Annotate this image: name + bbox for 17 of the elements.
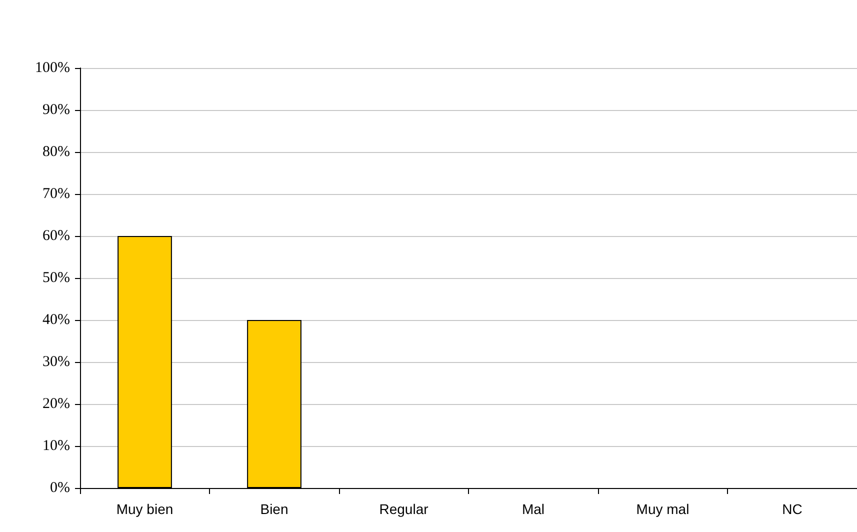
y-tick-label: 70% <box>42 186 70 202</box>
y-tick-label: 60% <box>42 228 70 244</box>
y-tick-label: 10% <box>42 438 70 454</box>
y-tick-label: 0% <box>50 480 70 496</box>
x-tick-label: Muy bien <box>116 501 174 517</box>
x-tick-label: Mal <box>522 501 545 517</box>
x-tick-label: Bien <box>260 501 288 517</box>
y-tick-label: 50% <box>42 270 70 286</box>
x-tick-label: Regular <box>379 501 429 517</box>
y-tick-label: 100% <box>35 60 70 76</box>
y-tick-label: 90% <box>42 102 70 118</box>
y-tick-label: 30% <box>42 354 70 370</box>
y-tick-label: 40% <box>42 312 70 328</box>
x-tick-label: NC <box>782 501 802 517</box>
y-tick-label: 20% <box>42 396 70 412</box>
y-tick-label: 80% <box>42 144 70 160</box>
x-tick-label: Muy mal <box>636 501 690 517</box>
